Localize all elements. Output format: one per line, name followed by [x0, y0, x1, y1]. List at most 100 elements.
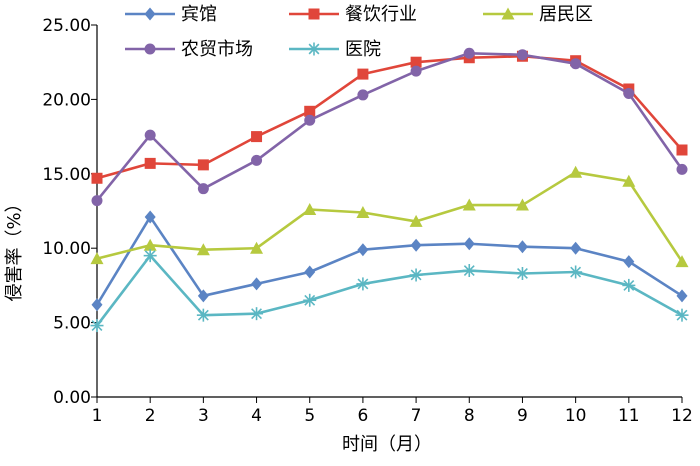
marker-stroke — [144, 250, 156, 262]
marker-stroke — [623, 279, 635, 291]
x-tick-label: 6 — [357, 406, 368, 426]
data-point-series-4 — [91, 195, 103, 207]
legend-label: 农贸市场 — [181, 39, 253, 60]
x-tick-label: 10 — [565, 406, 587, 426]
series-line-1 — [95, 215, 683, 306]
series-group-5 — [90, 249, 689, 333]
legend-marker — [308, 8, 320, 20]
data-point-series-4 — [144, 129, 156, 141]
data-point-series-3 — [515, 198, 529, 211]
data-point-series-3 — [462, 198, 476, 211]
data-point-series-1 — [251, 277, 263, 291]
legend-label: 宾馆 — [181, 4, 217, 25]
data-point-series-4 — [304, 114, 316, 126]
legend-label: 餐饮行业 — [345, 4, 417, 25]
legend-marker — [144, 7, 156, 21]
data-point-series-4 — [357, 89, 369, 101]
y-tick-label: 20.00 — [42, 90, 91, 110]
data-point-series-1 — [91, 298, 103, 312]
legend-item-3: 居民区 — [483, 4, 593, 25]
data-point-series-5 — [196, 308, 210, 322]
x-tick-label: 4 — [251, 406, 262, 426]
data-point-series-4 — [570, 58, 582, 70]
data-point-series-3 — [196, 243, 210, 256]
legend-item-2: 餐饮行业 — [289, 4, 417, 25]
x-tick-label: 2 — [145, 406, 156, 426]
series-line-3 — [96, 171, 684, 263]
data-point-series-5 — [515, 266, 529, 280]
x-tick-label: 11 — [618, 406, 640, 426]
data-point-series-1 — [197, 289, 209, 303]
marker-stroke — [676, 309, 688, 321]
marker-stroke — [251, 308, 262, 320]
data-point-series-3 — [303, 203, 317, 216]
marker-stroke — [308, 43, 320, 55]
data-point-series-5 — [622, 278, 636, 292]
data-point-series-3 — [409, 214, 423, 227]
data-point-series-1 — [570, 241, 582, 255]
series-line-5 — [95, 254, 683, 327]
data-point-series-4 — [463, 47, 475, 59]
marker-stroke — [304, 294, 316, 306]
data-point-series-5 — [569, 265, 583, 279]
legend-item-1: 宾馆 — [125, 4, 217, 25]
legend-item-4: 农贸市场 — [125, 39, 253, 60]
data-point-series-1 — [304, 265, 316, 279]
marker-stroke — [357, 278, 369, 290]
y-tick-label: 15.00 — [42, 165, 91, 185]
legend-item-5: 医院 — [289, 39, 381, 60]
x-tick-label: 7 — [411, 406, 422, 426]
x-tick-label: 8 — [464, 406, 475, 426]
series-line-4 — [95, 51, 684, 202]
data-point-series-2 — [304, 105, 316, 117]
data-point-series-1 — [516, 240, 528, 254]
data-point-series-5 — [143, 249, 157, 263]
data-point-series-5 — [250, 307, 264, 321]
data-point-series-3 — [622, 174, 636, 187]
y-tick-label: 5.00 — [53, 314, 91, 334]
series-line-2 — [96, 54, 683, 180]
series-group-1 — [91, 210, 688, 312]
legend-label: 医院 — [345, 39, 381, 60]
data-point-series-3 — [250, 241, 264, 254]
data-point-series-5 — [90, 319, 104, 333]
data-point-series-1 — [144, 210, 156, 224]
data-point-series-4 — [251, 154, 263, 166]
marker-stroke — [463, 265, 475, 276]
data-point-series-5 — [356, 277, 370, 291]
marker-stroke — [410, 269, 422, 281]
data-point-series-1 — [676, 289, 688, 303]
data-point-series-4 — [197, 183, 209, 195]
data-point-series-3 — [90, 252, 104, 265]
data-point-series-1 — [463, 237, 475, 251]
series-group-2 — [91, 50, 688, 184]
data-point-series-4 — [623, 87, 635, 99]
data-point-series-2 — [410, 56, 422, 68]
data-point-series-5 — [303, 293, 317, 307]
data-point-series-1 — [410, 238, 422, 252]
data-point-series-3 — [143, 238, 157, 251]
data-point-series-3 — [356, 205, 370, 218]
marker-stroke — [91, 320, 103, 332]
data-point-series-5 — [675, 308, 689, 322]
y-axis-title: 侵害率（%） — [4, 194, 25, 301]
data-point-series-2 — [91, 172, 103, 184]
data-point-series-4 — [410, 65, 422, 77]
legend-marker — [501, 7, 515, 20]
data-point-series-5 — [409, 268, 423, 282]
marker-stroke — [517, 268, 528, 279]
data-point-series-2 — [357, 68, 369, 80]
series-group-4 — [91, 47, 688, 207]
series-group-3 — [90, 165, 689, 268]
data-point-series-4 — [676, 163, 688, 175]
x-tick-label: 12 — [671, 406, 693, 426]
data-point-series-1 — [357, 243, 369, 257]
x-tick-label: 3 — [198, 406, 209, 426]
legend-marker — [307, 42, 321, 56]
y-tick-label: 0.00 — [53, 388, 91, 408]
data-point-series-2 — [197, 159, 209, 171]
data-point-series-1 — [623, 255, 635, 269]
y-tick-label: 10.00 — [42, 239, 91, 259]
